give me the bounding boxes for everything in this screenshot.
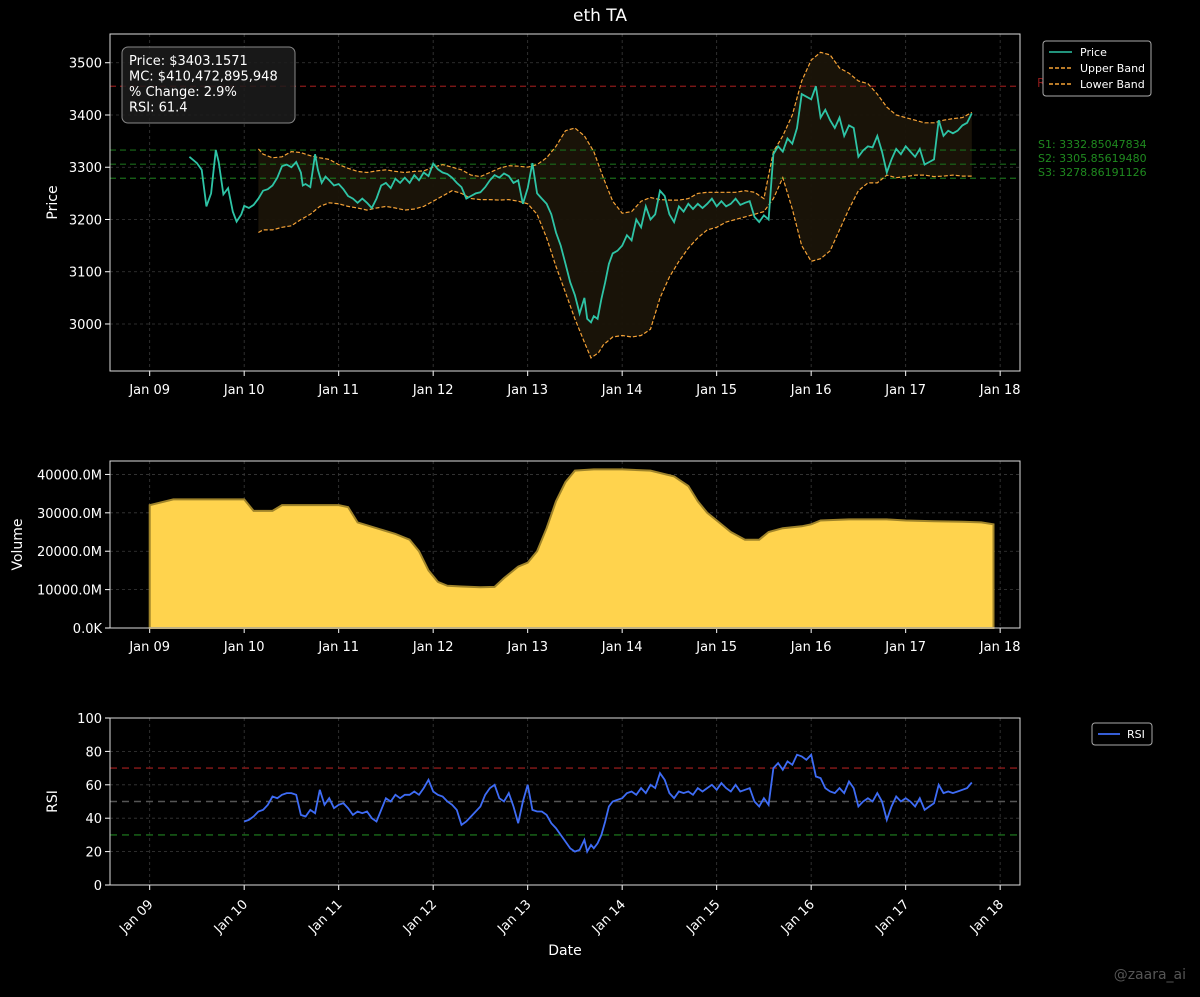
price-x-tick-label: Jan 13 [506, 383, 548, 398]
volume-x-tick-label: Jan 13 [506, 640, 548, 655]
rsi-legend: RSI [1091, 722, 1153, 746]
volume-x-tick-label: Jan 14 [601, 640, 643, 655]
rsi-x-tick-label: Jan 18 [967, 897, 1007, 937]
price-legend-frame [1042, 40, 1152, 97]
watermark: @zaara_ai [1113, 967, 1186, 983]
upper-band-line [257, 51, 973, 214]
rsi-x-tick-label: Jan 12 [400, 897, 440, 937]
rsi-legend-frame [1091, 722, 1153, 746]
volume-y-tick-label: 10000.0M [37, 584, 102, 599]
rsi-line [243, 752, 973, 855]
info-price: Price: $3403.1571 [129, 54, 248, 69]
volume-x-tick-label: Jan 11 [317, 640, 359, 655]
rsi-x-tick-label: Jan 11 [305, 897, 345, 937]
volume-x-tick-label: Jan 12 [412, 640, 454, 655]
price-x-tick-label: Jan 16 [790, 383, 832, 398]
rsi-legend-label: RSI [1127, 728, 1145, 741]
price-x-tick-label: Jan 14 [601, 383, 643, 398]
price-y-tick-label: 3400 [69, 109, 102, 124]
price-line [188, 85, 973, 324]
price-legend-label-1: Price [1080, 46, 1107, 59]
price-x-tick-label: Jan 10 [223, 383, 265, 398]
support-label-3: S3: 3278.86191126 [1038, 166, 1147, 179]
volume-x-tick-label: Jan 15 [695, 640, 737, 655]
rsi-x-tick-label: Jan 09 [116, 897, 156, 937]
volume-y-axis-label: Volume [10, 518, 26, 570]
price-axes-frame [109, 33, 1021, 372]
price-x-tick-label: Jan 18 [979, 383, 1021, 398]
volume-x-tick-label: Jan 09 [128, 640, 170, 655]
price-x-tick-label: Jan 17 [884, 383, 926, 398]
rsi-y-tick-label: 100 [77, 712, 102, 727]
support-label-1: S1: 3332.85047834 [1038, 138, 1147, 151]
price-legend-label-3: Lower Band [1080, 78, 1145, 91]
price-y-axis-label: Price [45, 185, 61, 219]
price-legend-label-2: Upper Band [1080, 62, 1145, 75]
price-x-tick-label: Jan 12 [412, 383, 454, 398]
price-y-tick-label: 3200 [69, 213, 102, 228]
info-percent-change: % Change: 2.9% [129, 85, 237, 100]
rsi-y-tick-label: 80 [85, 745, 102, 760]
volume-x-tick-label: Jan 17 [884, 640, 926, 655]
info-rsi: RSI: 61.4 [129, 101, 188, 116]
info-market-cap: MC: $410,472,895,948 [129, 70, 278, 85]
rsi-y-tick-label: 20 [85, 846, 102, 861]
chart-title: eth TA [573, 6, 627, 26]
price-y-tick-label: 3000 [69, 318, 102, 333]
volume-axes-frame [109, 460, 1021, 629]
volume-panel: Jan 09 Jan 10 Jan 11 Jan 12 Jan 13 Jan 14 Jan … [10, 461, 1021, 655]
rsi-y-axis-label: RSI [45, 790, 61, 813]
volume-y-tick-label: 0.0K [73, 622, 103, 637]
volume-y-tick-label: 30000.0M [37, 507, 102, 522]
rsi-x-tick-label: Jan 10 [211, 897, 251, 937]
volume-x-tick-label: Jan 10 [223, 640, 265, 655]
rsi-x-tick-label: Jan 13 [494, 897, 534, 937]
volume-x-tick-label: Jan 18 [979, 640, 1021, 655]
rsi-y-tick-label: 40 [85, 812, 102, 827]
info-box-frame [121, 46, 296, 124]
volume-x-tick-label: Jan 16 [790, 640, 832, 655]
rsi-axes-frame [109, 717, 1021, 886]
price-y-tick-label: 3300 [69, 161, 102, 176]
price-x-tick-label: Jan 11 [317, 383, 359, 398]
rsi-y-tick-label: 60 [85, 779, 102, 794]
price-y-tick-label: 3500 [69, 57, 102, 72]
rsi-x-axis-label: Date [548, 943, 581, 959]
rsi-x-tick-label: Jan 17 [872, 897, 912, 937]
rsi-panel: Jan 09 Jan 10 Jan 11 Jan 12 Jan 13 Jan 14 Jan … [45, 712, 1020, 959]
resistance-label: R [1037, 76, 1045, 90]
volume-y-tick-label: 40000.0M [37, 468, 102, 483]
rsi-x-tick-label: Jan 16 [778, 897, 818, 937]
price-y-tick-label: 3100 [69, 266, 102, 281]
support-label-2: S2: 3305.85619480 [1038, 152, 1147, 165]
price-legend: Price Upper Band Lower Band [1042, 40, 1152, 97]
rsi-x-tick-label: Jan 14 [589, 897, 629, 937]
rsi-x-tick-label: Jan 15 [683, 897, 723, 937]
rsi-y-tick-label: 0 [94, 879, 102, 894]
volume-area [148, 468, 995, 629]
price-x-tick-label: Jan 09 [128, 383, 170, 398]
lower-band-line [258, 174, 972, 359]
volume-y-tick-label: 20000.0M [37, 545, 102, 560]
price-x-tick-label: Jan 15 [695, 383, 737, 398]
